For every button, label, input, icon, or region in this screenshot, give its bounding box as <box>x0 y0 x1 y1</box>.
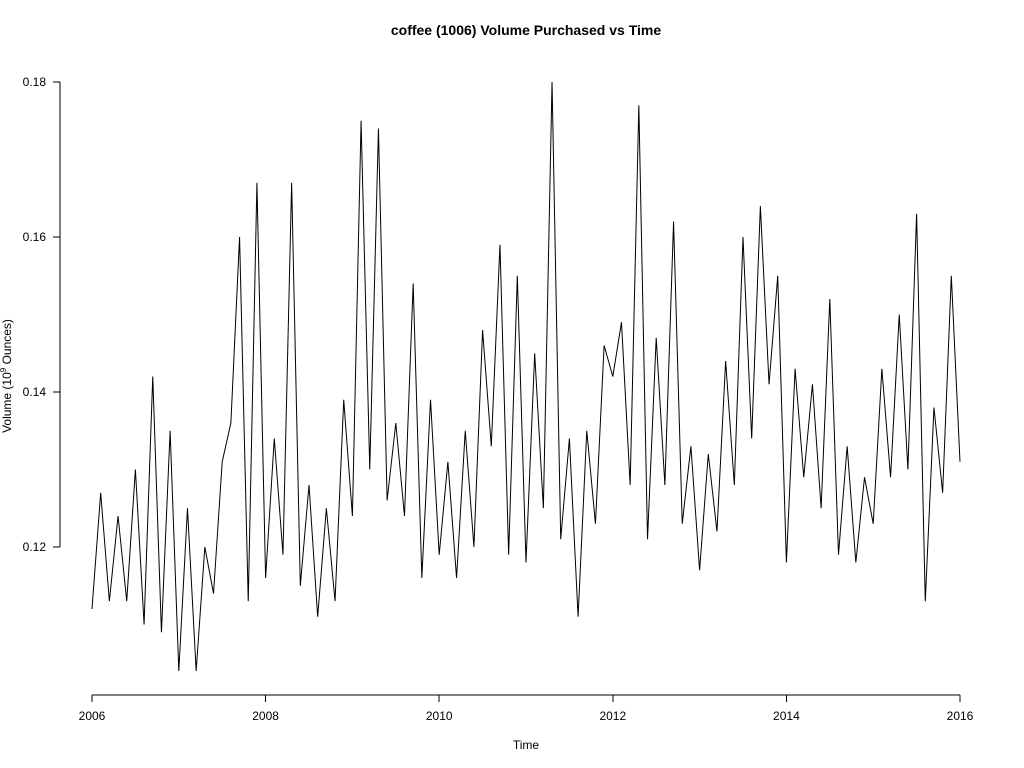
x-tick-label: 2010 <box>426 709 453 723</box>
y-axis-label-superscript: 9 <box>0 367 8 372</box>
y-ticks: 0.12 0.14 0.16 0.18 <box>23 75 60 554</box>
x-axis-label: Time <box>513 738 540 752</box>
y-axis: 0.12 0.14 0.16 0.18 <box>23 75 61 554</box>
chart-title: coffee (1006) Volume Purchased vs Time <box>391 22 661 38</box>
series-layer <box>91 81 961 672</box>
x-tick-label: 2006 <box>79 709 106 723</box>
y-axis-label: Volume (109 Ounces) <box>0 319 14 433</box>
y-axis-label-prefix: Volume (10 <box>0 372 14 433</box>
y-tick-label: 0.14 <box>23 385 47 399</box>
x-tick-label: 2016 <box>947 709 974 723</box>
x-tick-label: 2012 <box>599 709 626 723</box>
y-tick-label: 0.12 <box>23 540 47 554</box>
x-ticks: 2006 2008 2010 2012 2014 2016 <box>79 695 974 723</box>
y-tick-label: 0.18 <box>23 75 47 89</box>
y-axis-label-suffix: Ounces) <box>0 319 14 368</box>
x-tick-label: 2008 <box>252 709 279 723</box>
x-tick-label: 2014 <box>773 709 800 723</box>
x-axis: 2006 2008 2010 2012 2014 2016 <box>79 694 974 723</box>
series-line <box>91 81 961 672</box>
y-tick-label: 0.16 <box>23 230 47 244</box>
